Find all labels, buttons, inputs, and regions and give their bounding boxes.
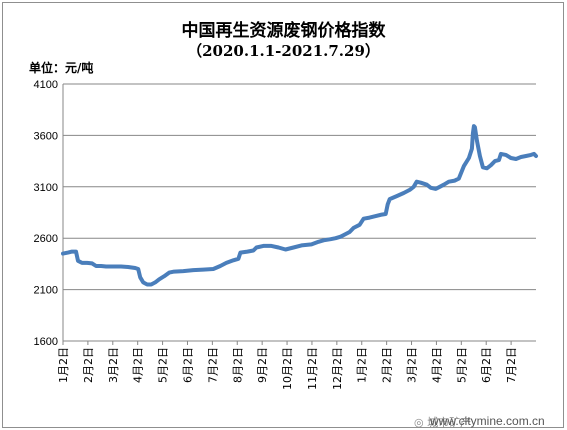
x-tick-label: 7月2日 <box>505 347 518 383</box>
y-tick-label: 3100 <box>34 182 58 194</box>
series-line <box>61 124 538 287</box>
x-tick-label: 6月2日 <box>181 347 194 383</box>
x-tick-label: 5月2日 <box>455 347 468 383</box>
watermark-text: www.citymine.com.cn <box>430 414 545 428</box>
y-tick-label: 2600 <box>34 233 58 245</box>
x-tick-label: 6月2日 <box>480 347 493 383</box>
y-tick-label: 2100 <box>34 285 58 297</box>
x-tick-label: 4月2日 <box>132 347 145 383</box>
x-tick-label: 1月2日 <box>57 347 70 383</box>
x-tick-label: 1月2日 <box>356 347 369 383</box>
x-tick-label: 10月2日 <box>281 347 294 390</box>
x-tick-label: 2月2日 <box>381 347 394 383</box>
x-tick-label: 4月2日 <box>430 347 443 383</box>
x-tick-label: 8月2日 <box>231 347 244 383</box>
x-tick-label: 2月2日 <box>82 347 95 383</box>
watermark-logo: ◎ 城市矿产 <box>414 416 472 429</box>
x-tick-label: 9月2日 <box>256 347 269 383</box>
x-tick-label: 3月2日 <box>107 347 120 383</box>
y-tick-label: 3600 <box>34 130 58 142</box>
x-tick-label: 5月2日 <box>157 347 170 383</box>
x-tick-label: 12月2日 <box>331 347 344 390</box>
x-tick-label: 7月2日 <box>206 347 219 383</box>
chart-title: 中国再生资源废钢价格指数 <box>181 21 386 41</box>
x-tick-label: 11月2日 <box>306 347 319 390</box>
x-tick-label: 3月2日 <box>406 347 419 383</box>
chart-subtitle: （2020.1.1-2021.7.29） <box>187 42 380 60</box>
y-tick-label: 1600 <box>34 336 58 348</box>
y-axis-unit-label: 单位：元/吨 <box>29 61 94 75</box>
y-tick-label: 4100 <box>34 79 58 91</box>
